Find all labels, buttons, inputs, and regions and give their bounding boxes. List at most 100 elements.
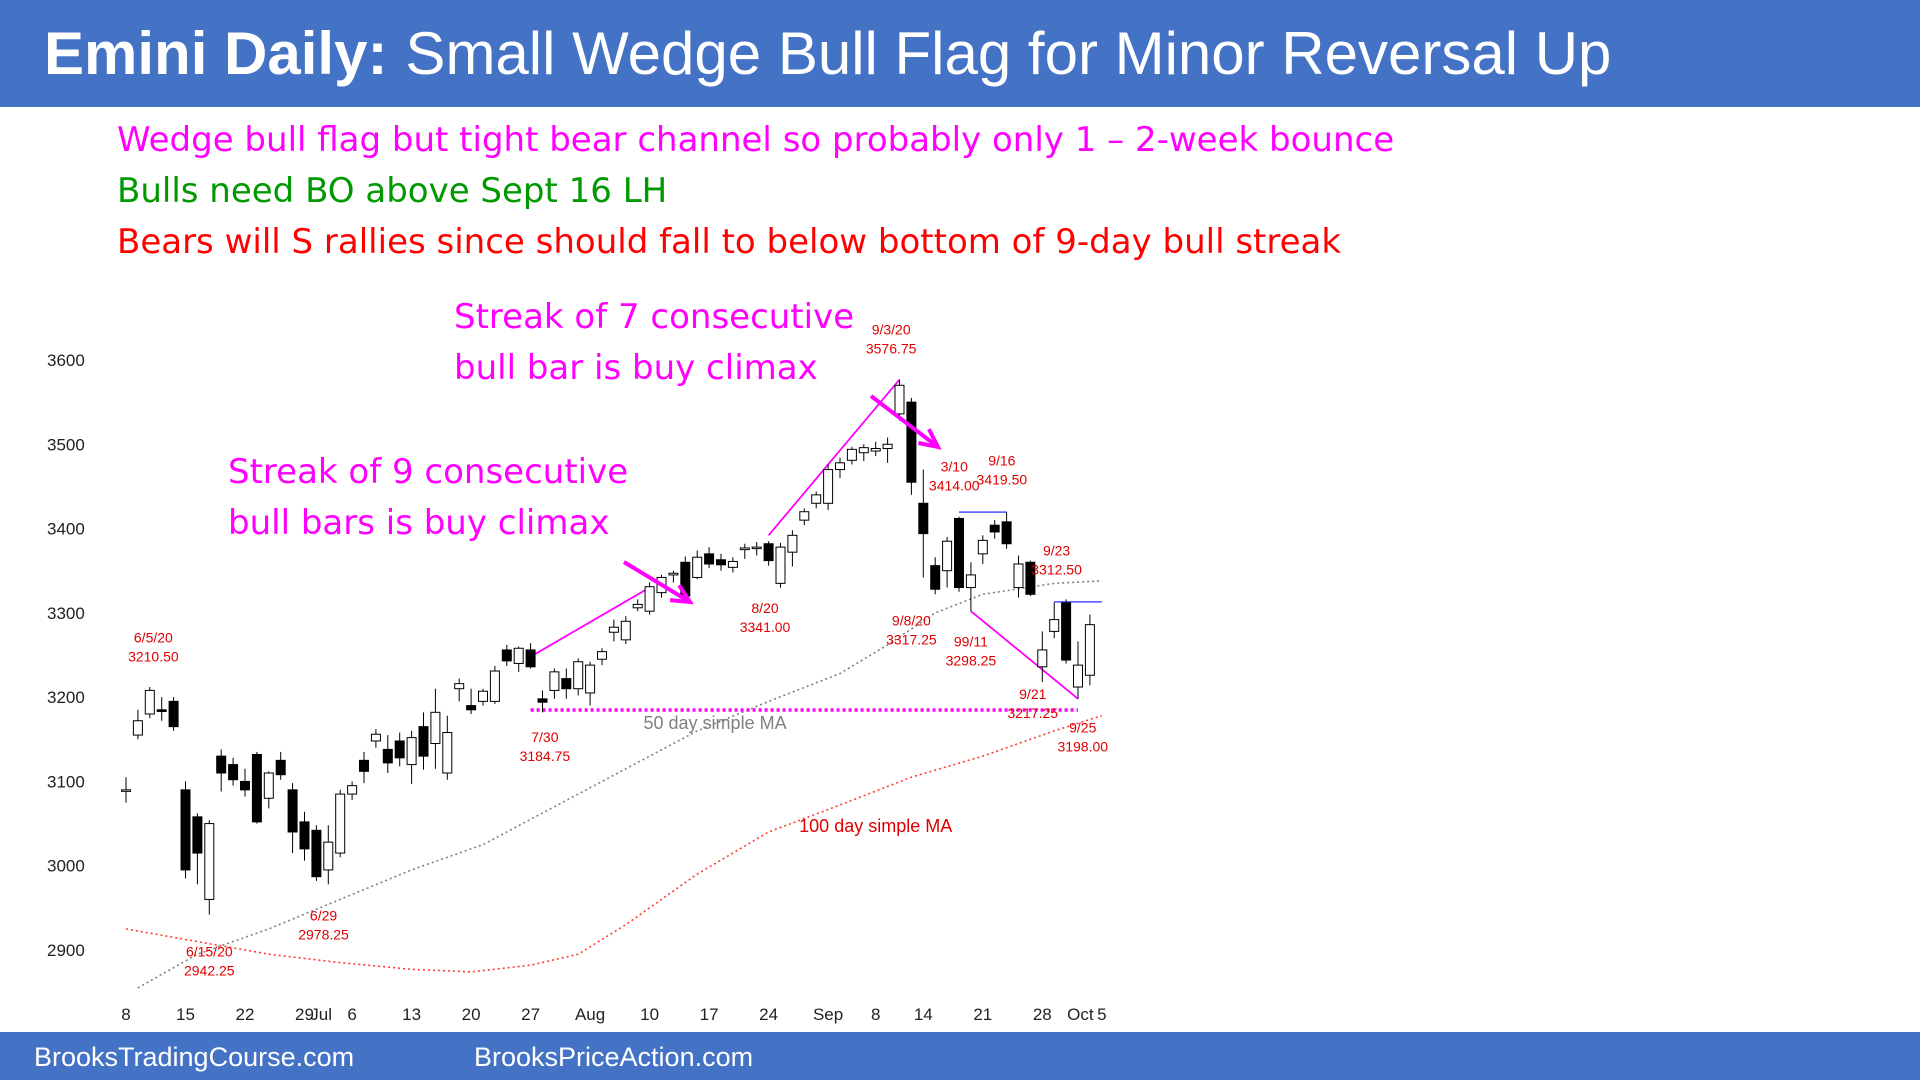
ma50-line xyxy=(137,580,1102,989)
annotation-streak-7-line2: bull bar is buy climax xyxy=(454,348,818,388)
note-wedge-bull-flag: Wedge bull flag but tight bear channel s… xyxy=(117,120,1395,160)
brooks-trading-course-link[interactable]: BrooksTradingCourse.com xyxy=(34,1042,355,1072)
bull-candle xyxy=(692,556,703,578)
price-label: 2942.25 xyxy=(184,963,235,979)
bear-candle xyxy=(382,748,393,764)
bull-candle xyxy=(1084,624,1095,676)
ma-label: 100 day simple MA xyxy=(799,816,952,836)
bull-candle xyxy=(608,626,619,633)
bear-candle xyxy=(228,764,239,781)
title-bold-part: Emini Daily: xyxy=(44,19,388,87)
bull-candle xyxy=(727,560,738,568)
price-label: 99/11 xyxy=(954,634,988,650)
bear-candle xyxy=(906,401,917,483)
annotation-streak-9-line2: bull bars is buy climax xyxy=(228,503,610,543)
arrow-streak-7-head xyxy=(918,428,942,450)
y-tick-label: 3400 xyxy=(47,520,85,539)
bear-candle xyxy=(192,816,203,854)
trend-line xyxy=(530,586,651,658)
bull-candle xyxy=(787,534,798,553)
price-label: 3576.75 xyxy=(866,341,917,357)
price-label: 9/25 xyxy=(1069,720,1096,736)
bull-candle xyxy=(811,494,822,504)
annotation-streak-9-line1: Streak of 9 consecutive xyxy=(228,452,629,492)
bull-candle xyxy=(406,737,417,766)
bull-candle xyxy=(370,733,381,742)
bull-candle xyxy=(347,785,358,795)
price-label: 6/5/20 xyxy=(134,629,173,645)
bull-candle xyxy=(442,732,453,774)
x-tick-label: 8 xyxy=(871,1005,880,1024)
price-label: 9/23 xyxy=(1043,543,1070,559)
bull-candle xyxy=(1073,664,1083,688)
bear-candle xyxy=(466,705,477,711)
x-tick-label: 15 xyxy=(176,1005,195,1024)
x-tick-label: 20 xyxy=(462,1005,481,1024)
ma100-line xyxy=(125,714,1103,973)
trend-line xyxy=(767,379,901,536)
x-tick-label: 27 xyxy=(521,1005,540,1024)
bear-candle xyxy=(251,753,262,823)
x-tick-label: 8 xyxy=(121,1005,130,1024)
arrow-streak-7 xyxy=(869,394,940,449)
bull-candle xyxy=(489,670,500,702)
bear-candle xyxy=(418,726,429,757)
brooks-price-action-link[interactable]: BrooksPriceAction.com xyxy=(474,1042,754,1072)
annotation-streak-9: Streak of 9 consecutive bull bars is buy… xyxy=(228,447,628,549)
x-tick-label: 28 xyxy=(1033,1005,1052,1024)
footer-bar: BrooksTradingCourse.com BrooksPriceActio… xyxy=(0,1032,1920,1080)
x-tick-label: 22 xyxy=(236,1005,255,1024)
bull-candle xyxy=(478,690,488,702)
price-label: 3210.50 xyxy=(128,648,179,664)
price-label: 3/10 xyxy=(941,458,968,474)
x-tick-label: Oct xyxy=(1067,1005,1094,1024)
arrow-streak-9 xyxy=(622,560,692,604)
bear-candle xyxy=(930,565,941,590)
y-tick-label: 3100 xyxy=(47,772,85,791)
bull-candle xyxy=(751,546,762,550)
y-tick-label: 3600 xyxy=(47,351,85,370)
bear-candle xyxy=(311,829,322,878)
x-tick-label: Aug xyxy=(575,1005,605,1024)
price-label: 9/3/20 xyxy=(872,322,911,338)
bull-candle xyxy=(597,651,607,660)
bear-candle xyxy=(954,517,964,589)
price-label: 2978.25 xyxy=(298,927,349,943)
bull-candle xyxy=(573,661,584,690)
bull-candle xyxy=(1049,619,1060,632)
bear-candle xyxy=(275,759,286,776)
bull-candle xyxy=(977,539,988,555)
bull-candle xyxy=(549,671,560,691)
x-tick-label: 17 xyxy=(700,1005,719,1024)
bull-candle xyxy=(132,720,143,736)
x-tick-label: 21 xyxy=(973,1005,992,1024)
x-tick-label: 6 xyxy=(347,1005,356,1024)
commentary-notes: Wedge bull flag but tight bear channel s… xyxy=(117,115,1394,268)
x-tick-label: Jul xyxy=(310,1005,332,1024)
bull-candle xyxy=(585,664,596,694)
price-label: 7/30 xyxy=(531,729,558,745)
bull-candle xyxy=(894,384,905,415)
bull-candle xyxy=(323,841,334,871)
bear-candle xyxy=(704,553,715,565)
price-label: 8/20 xyxy=(751,600,778,616)
y-tick-label: 3000 xyxy=(47,857,85,876)
bear-candle xyxy=(299,821,310,850)
bear-candle xyxy=(168,700,179,728)
ma-label: 50 day simple MA xyxy=(644,713,787,733)
trend-line xyxy=(970,610,1079,700)
arrow-streak-9-head xyxy=(669,584,694,605)
y-tick-label: 3500 xyxy=(47,435,85,454)
bear-candle xyxy=(359,759,369,772)
bear-candle xyxy=(716,559,726,566)
note-bulls-need-bo: Bulls need BO above Sept 16 LH xyxy=(117,171,668,211)
annotation-streak-7: Streak of 7 consecutive bull bar is buy … xyxy=(454,292,854,394)
x-tick-label: 29 xyxy=(295,1005,314,1024)
x-tick-label: 13 xyxy=(402,1005,421,1024)
bear-candle xyxy=(1061,602,1072,661)
bull-candle xyxy=(454,683,465,690)
bull-candle xyxy=(799,511,810,521)
y-tick-label: 2900 xyxy=(47,941,85,960)
bull-candle xyxy=(632,603,643,609)
note-bears-sell-rallies: Bears will S rallies since should fall t… xyxy=(117,222,1342,262)
